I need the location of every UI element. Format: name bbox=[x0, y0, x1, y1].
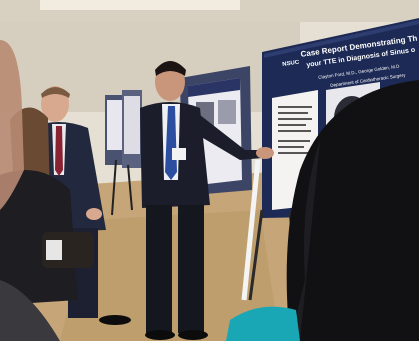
poster-text-line bbox=[278, 118, 312, 120]
distant-easel-leg bbox=[127, 164, 133, 211]
presenter-leg bbox=[146, 205, 172, 333]
ceiling-light bbox=[40, 0, 240, 10]
presenter-tie bbox=[165, 106, 177, 180]
white-pole bbox=[241, 159, 261, 301]
distant-poster bbox=[107, 100, 125, 150]
foreground-head-blur bbox=[0, 40, 24, 210]
distant-poster bbox=[124, 96, 140, 154]
poster-text-line bbox=[278, 146, 304, 148]
attendee-hand bbox=[86, 208, 102, 220]
foreground-hair-strand bbox=[290, 140, 320, 341]
presenter-leg bbox=[178, 205, 204, 333]
presenter-hair bbox=[155, 61, 186, 76]
teal-garment bbox=[226, 306, 300, 341]
name-badge bbox=[172, 148, 186, 160]
easel-leg bbox=[248, 209, 264, 301]
poster-text-line bbox=[278, 106, 312, 108]
poster-text-line bbox=[278, 130, 311, 132]
middle-poster-header bbox=[188, 78, 240, 97]
attendee-hair bbox=[41, 87, 70, 98]
poster-text-line bbox=[278, 140, 310, 142]
main-poster-edge bbox=[264, 20, 419, 58]
presenter-arm bbox=[198, 115, 262, 160]
presenter-shoe bbox=[145, 330, 175, 340]
attendee-tie bbox=[55, 126, 63, 176]
foreground-hair bbox=[286, 80, 419, 341]
poster-text-line bbox=[278, 112, 308, 114]
middle-poster-figure bbox=[218, 100, 236, 124]
presenter-hand bbox=[256, 147, 274, 159]
foreground-shoulder bbox=[0, 280, 60, 341]
poster-text-line bbox=[278, 152, 311, 154]
presenter bbox=[140, 61, 274, 340]
woman-coat bbox=[0, 170, 78, 305]
presenter-head bbox=[155, 63, 185, 101]
presenter-shoe bbox=[178, 330, 208, 340]
poster-text-line bbox=[278, 124, 306, 126]
distant-easel-leg bbox=[111, 159, 117, 216]
woman-badge bbox=[46, 240, 62, 260]
attendee-shoe bbox=[99, 315, 131, 325]
